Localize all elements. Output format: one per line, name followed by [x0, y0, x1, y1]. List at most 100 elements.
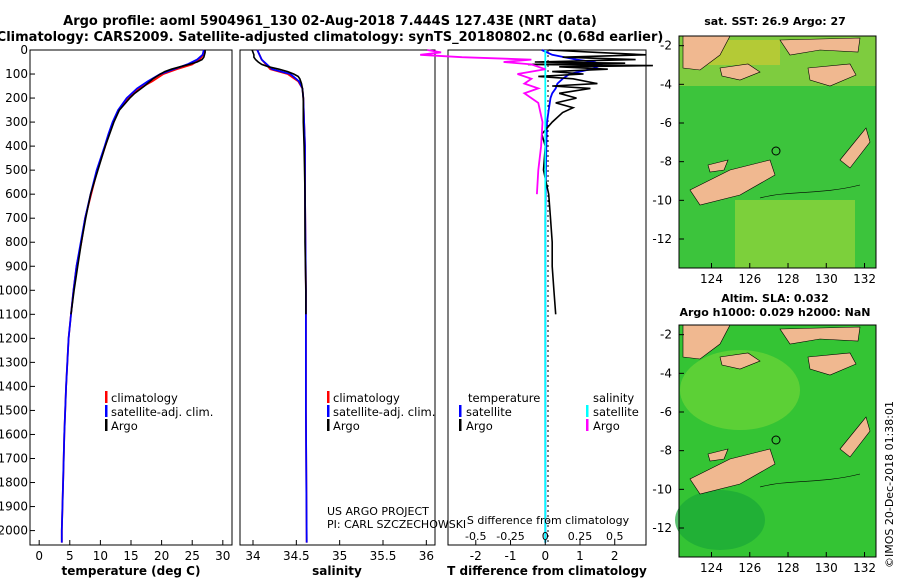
- depth-tick-label: 1600: [0, 427, 28, 441]
- sst-contour: [759, 184, 861, 199]
- title-line1: Argo profile: aoml 5904961_130 02-Aug-20…: [63, 14, 597, 29]
- depth-tick-label: 1100: [0, 307, 28, 321]
- map-lat-tick-label: -8: [660, 444, 672, 458]
- salinity-legend: climatology satellite-adj. clim. Argo: [327, 391, 435, 433]
- x-tick-label: 1: [576, 549, 584, 563]
- depth-tick-label: 1400: [0, 379, 28, 393]
- temperature-plot: [60, 49, 206, 543]
- s-diff-tick-label: 0.5: [606, 530, 624, 543]
- s-diff-tick-label: 0.25: [568, 530, 593, 543]
- sla-lon-ticks: 124 126 128 130 132: [700, 552, 876, 575]
- series-line-salinity-climatology: [256, 49, 308, 543]
- diff-legend-t-satellite-swatch: [459, 405, 462, 417]
- legend-climatology-label: climatology: [111, 391, 178, 405]
- depth-tick-label: 0: [20, 43, 28, 57]
- depth-tick-label: 1900: [0, 500, 28, 514]
- sla-land-island-a: [719, 352, 761, 370]
- imos-timestamp: ©IMOS 20-Dec-2018 01:38:01: [883, 401, 896, 568]
- depth-tick-label: 1500: [0, 403, 28, 417]
- diff-legend-salinity-title: salinity: [593, 391, 634, 405]
- sst-lon-ticks: 124 126 128 130 132: [700, 263, 876, 286]
- sla-map-low-anomaly: [675, 490, 765, 550]
- sst-map: [678, 35, 877, 269]
- sla-map: [675, 324, 877, 558]
- difference-xlabel: T difference from climatology: [447, 564, 647, 578]
- x-tick-label: 0: [35, 549, 43, 563]
- diff-legend-s-argo-label: Argo: [593, 419, 620, 433]
- sst-map-south-patch: [735, 200, 855, 268]
- x-tick-label: 34: [245, 549, 260, 563]
- diff-legend-temperature-title: temperature: [468, 391, 540, 405]
- salinity-plot: [251, 49, 308, 543]
- sst-map-frame: [678, 35, 877, 269]
- depth-tick-label: 500: [5, 163, 28, 177]
- map-lon-tick-label: 128: [777, 561, 800, 575]
- depth-tick-label: 200: [5, 91, 28, 105]
- s-diff-tick-label: -0.25: [496, 530, 524, 543]
- x-tick-label: 10: [93, 549, 108, 563]
- map-lon-tick-label: 132: [853, 561, 876, 575]
- difference-s-ticks: -0.5 -0.25 0 0.25 0.5: [465, 530, 623, 543]
- depth-tick-label: 100: [5, 67, 28, 81]
- sal-legend-argo-swatch: [327, 419, 330, 431]
- difference-legend: temperature satellite Argo salinity sate…: [459, 391, 639, 433]
- x-tick-label: 36: [419, 549, 434, 563]
- salinity-x-ticks: 34 34.5 35 35.5 36: [245, 540, 434, 563]
- series-line-temperature-argo: [70, 50, 206, 315]
- map-lat-tick-label: -12: [652, 232, 672, 246]
- sst-land-halmahera: [779, 37, 861, 56]
- temperature-x-ticks: 0 5 10 15 20 25 30: [35, 540, 230, 563]
- diff-legend-s-argo-swatch: [586, 419, 589, 431]
- map-lat-tick-label: -4: [660, 366, 672, 380]
- series-line-difference-t_argo: [527, 49, 653, 315]
- depth-tick-label: 600: [5, 187, 28, 201]
- sal-legend-argo-label: Argo: [333, 419, 360, 433]
- credit-line2: PI: CARL SZCZECHOWSKI: [327, 518, 466, 531]
- sal-legend-satellite-swatch: [327, 405, 330, 417]
- legend-argo-swatch: [105, 419, 108, 431]
- x-tick-label: -2: [470, 549, 482, 563]
- sla-contour: [759, 473, 861, 488]
- difference-x-ticks: -2 -1 0 1 2: [470, 540, 619, 563]
- depth-tick-label: 300: [5, 115, 28, 129]
- x-tick-label: 34.5: [283, 549, 310, 563]
- series-line-temperature-climatology: [60, 49, 206, 543]
- map-lon-tick-label: 130: [815, 272, 838, 286]
- depth-tick-label: 1300: [0, 355, 28, 369]
- series-line-temperature-satellite: [60, 49, 205, 543]
- map-lat-tick-label: -2: [660, 39, 672, 53]
- sal-legend-satellite-label: satellite-adj. clim.: [333, 405, 435, 419]
- sst-land-timor: [689, 159, 776, 206]
- diff-legend-t-argo-swatch: [459, 419, 462, 431]
- x-tick-label: 25: [185, 549, 200, 563]
- x-tick-label: 35: [332, 549, 347, 563]
- difference-plot: [420, 49, 653, 543]
- x-tick-label: 2: [611, 549, 619, 563]
- x-tick-label: 5: [66, 549, 74, 563]
- map-lon-tick-label: 132: [853, 272, 876, 286]
- sla-land-buru: [807, 352, 857, 376]
- diff-legend-s-satellite-label: satellite: [593, 405, 639, 419]
- depth-tick-label: 900: [5, 259, 28, 273]
- salinity-xlabel: salinity: [312, 564, 362, 578]
- map-lat-tick-label: -8: [660, 155, 672, 169]
- sla-map-high-anomaly: [680, 350, 800, 430]
- credit-line1: US ARGO PROJECT: [327, 505, 429, 518]
- legend-satellite-label: satellite-adj. clim.: [111, 405, 213, 419]
- title-line2: Climatology: CARS2009. Satellite-adjuste…: [0, 30, 663, 45]
- x-tick-label: 35.5: [370, 549, 397, 563]
- depth-tick-label: 1800: [0, 476, 28, 490]
- map-lat-tick-label: -10: [652, 193, 672, 207]
- series-line-salinity-argo: [251, 49, 307, 315]
- depth-tick-label: 1200: [0, 331, 28, 345]
- map-lon-tick-label: 124: [700, 272, 723, 286]
- sla-lat-ticks: -2 -4 -6 -8 -10 -12: [652, 328, 684, 535]
- sla-land-halmahera: [779, 326, 861, 345]
- sla-land-timor: [689, 448, 776, 495]
- series-line-salinity-satellite: [256, 49, 308, 543]
- sla-land-alor: [707, 448, 729, 462]
- salinity-panel-frame: [239, 49, 436, 546]
- sla-argo-location-marker: [771, 435, 781, 445]
- depth-tick-label: 1700: [0, 451, 28, 465]
- temperature-legend: climatology satellite-adj. clim. Argo: [105, 391, 213, 433]
